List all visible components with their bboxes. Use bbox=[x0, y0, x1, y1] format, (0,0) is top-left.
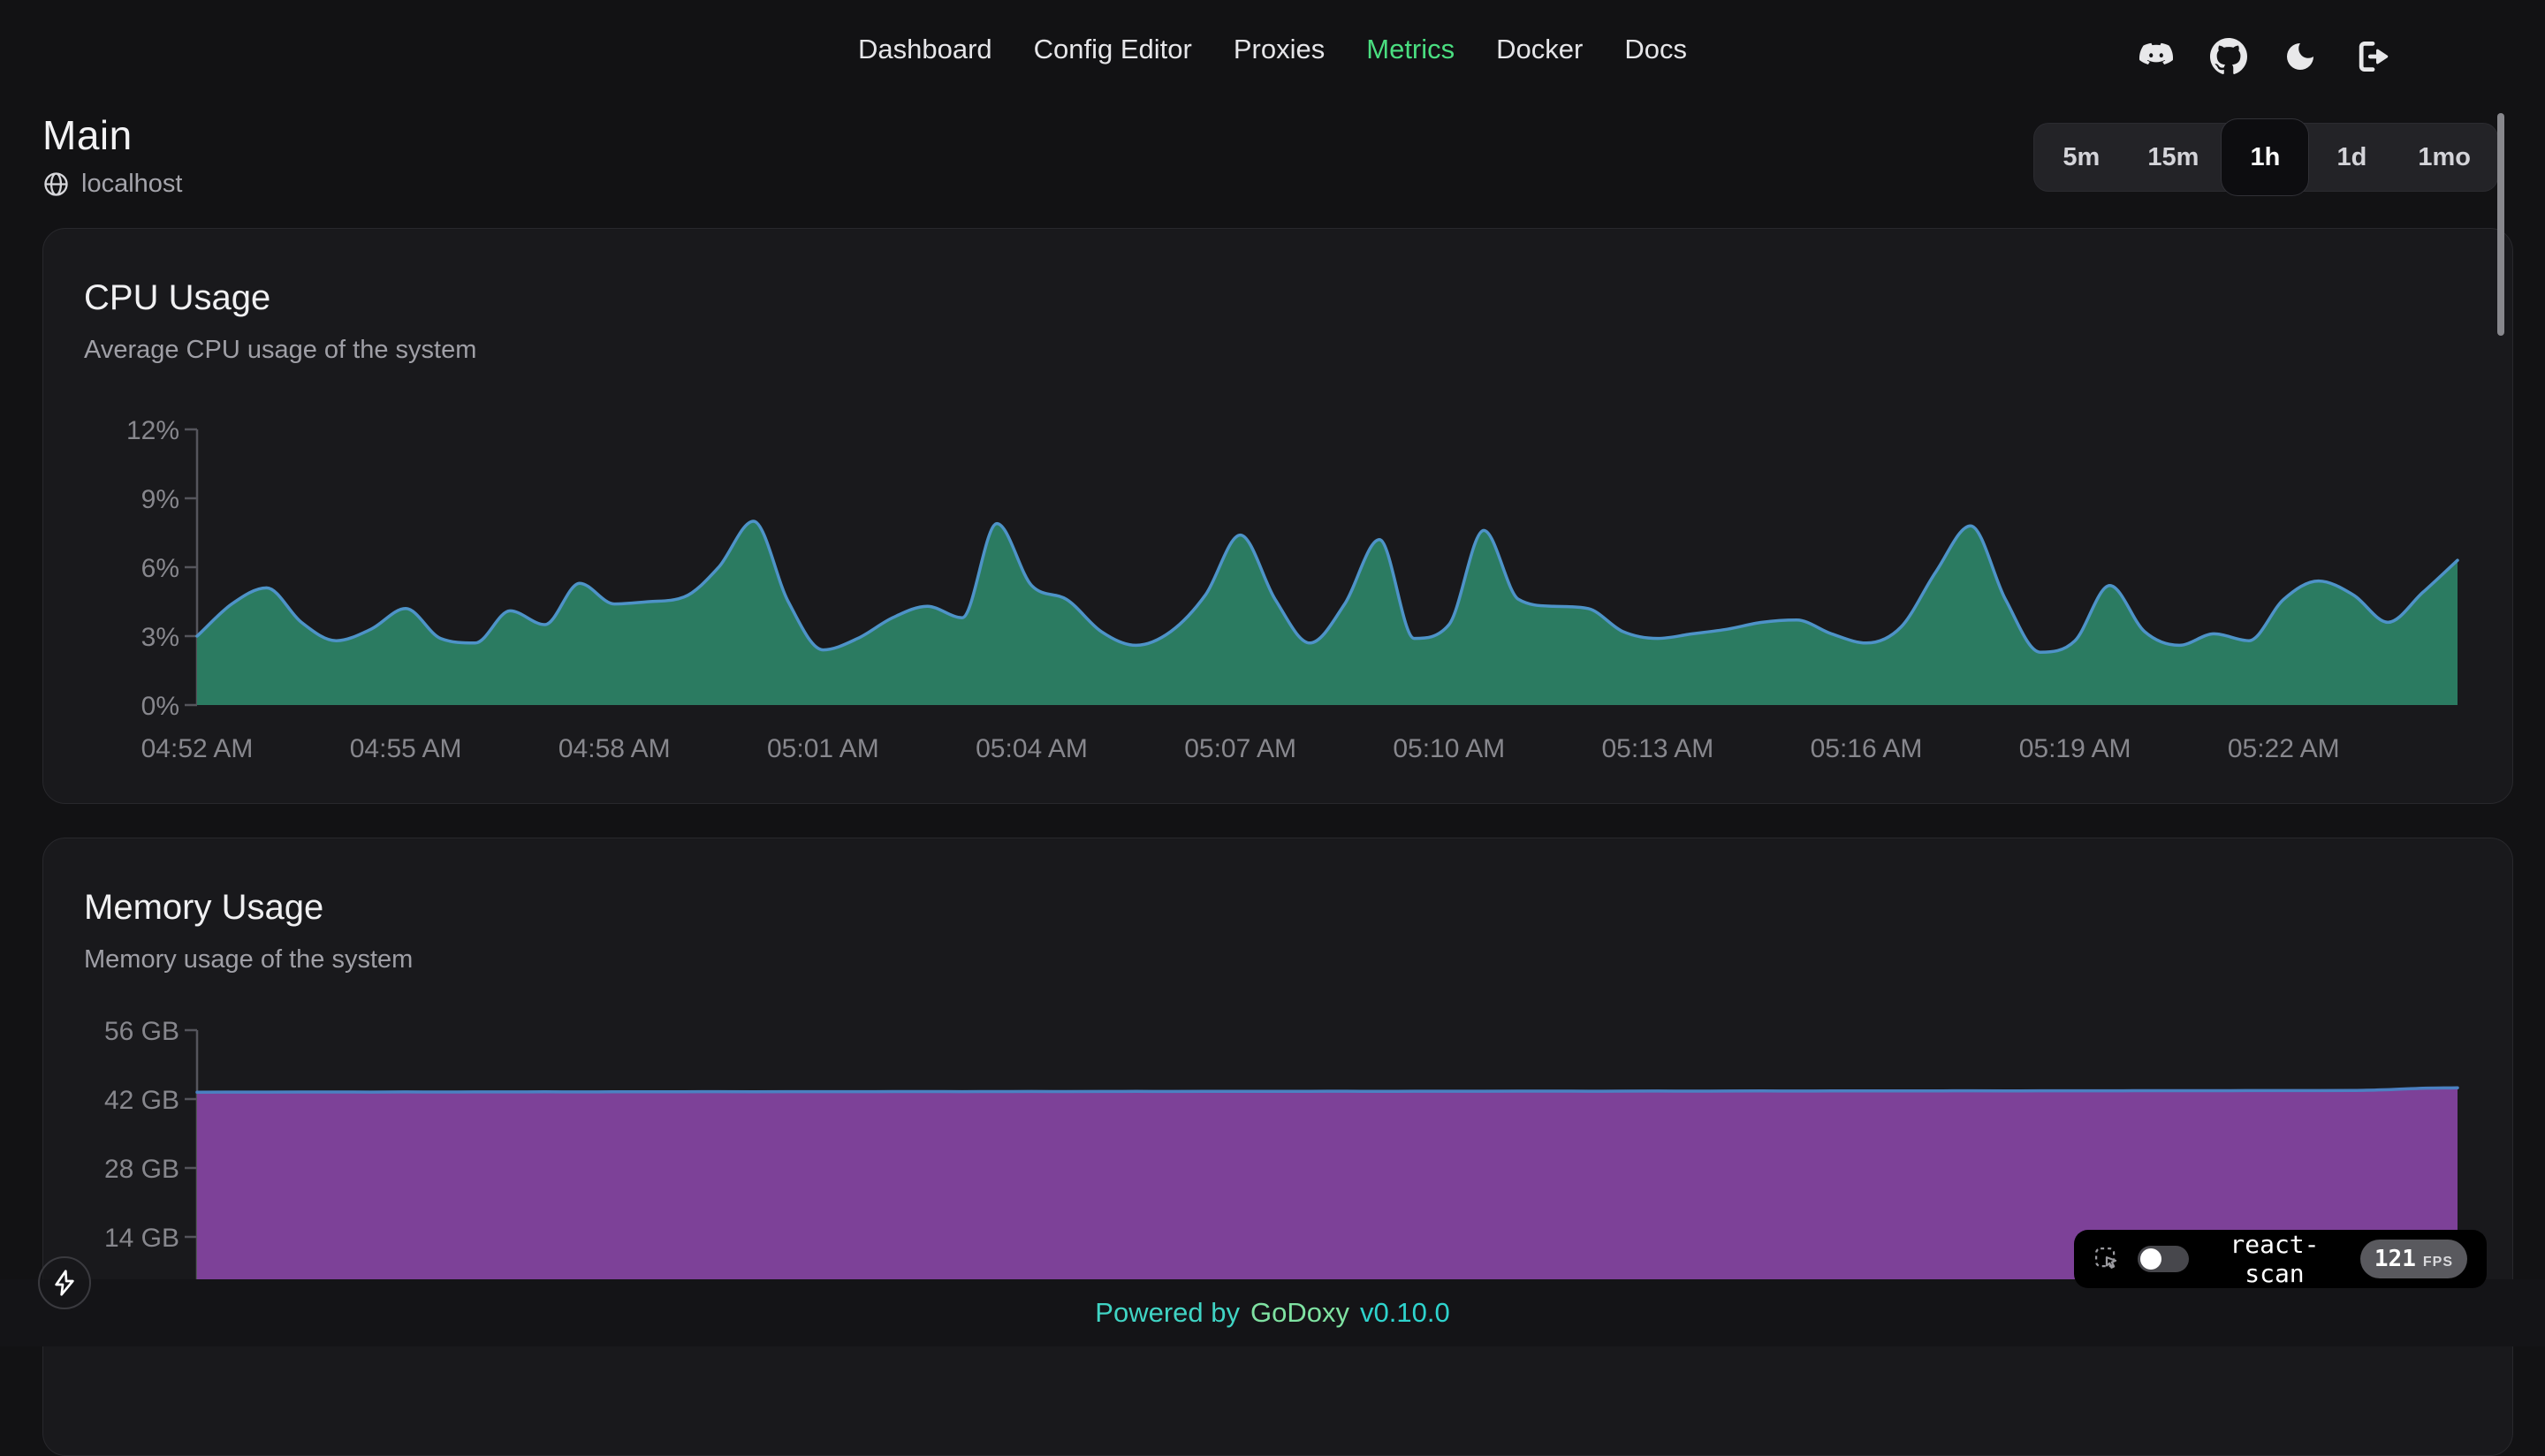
host-label: localhost bbox=[81, 170, 182, 199]
discord-button[interactable] bbox=[2138, 38, 2175, 75]
nav-item-config-editor[interactable]: Config Editor bbox=[1034, 34, 1192, 65]
inspect-cursor-icon bbox=[2093, 1246, 2120, 1272]
page-header: Main localhost bbox=[42, 111, 182, 199]
fps-badge: 121 FPS bbox=[2360, 1240, 2467, 1278]
range-1mo-button[interactable]: 1mo bbox=[2395, 126, 2494, 188]
memory-card-subtitle: Memory usage of the system bbox=[84, 945, 2512, 974]
logout-button[interactable] bbox=[2353, 37, 2392, 76]
footer-brand-link[interactable]: GoDoxy bbox=[1250, 1297, 1349, 1329]
memory-card-title: Memory Usage bbox=[84, 888, 2512, 928]
footer: Powered by GoDoxy v0.10.0 bbox=[0, 1279, 2545, 1346]
toggle-knob bbox=[2140, 1248, 2161, 1270]
header-icon-group bbox=[2138, 37, 2392, 76]
logout-icon bbox=[2353, 37, 2392, 76]
cpu-ytick-label: 9% bbox=[141, 485, 179, 514]
nav-item-proxies[interactable]: Proxies bbox=[1234, 34, 1325, 65]
cpu-ytick-label: 0% bbox=[141, 692, 179, 721]
quick-actions-button[interactable] bbox=[38, 1256, 91, 1309]
cpu-xtick-label: 05:10 AM bbox=[1393, 734, 1505, 763]
moon-icon bbox=[2283, 39, 2318, 74]
globe-icon bbox=[42, 171, 70, 198]
cpu-xtick-label: 05:01 AM bbox=[767, 734, 879, 763]
cpu-ytick-label: 6% bbox=[141, 554, 179, 583]
memory-ytick-label: 56 GB bbox=[104, 1017, 179, 1046]
cpu-xtick-label: 04:52 AM bbox=[141, 734, 254, 763]
cpu-usage-chart[interactable]: 0% 3% 6% 9% 12% 04:52 AM 04:55 AM 04:58 AM 05:01… bbox=[43, 416, 2514, 796]
main-nav: Dashboard Config Editor Proxies Metrics Dock… bbox=[858, 34, 1687, 65]
time-range-selector: 5m15m1h1d1mo bbox=[2034, 124, 2497, 191]
cpu-ytick-label: 12% bbox=[126, 416, 179, 445]
cpu-ytick-label: 3% bbox=[141, 623, 179, 652]
github-button[interactable] bbox=[2210, 38, 2247, 75]
cpu-xtick-label: 05:13 AM bbox=[1601, 734, 1713, 763]
cpu-usage-card: CPU Usage Average CPU usage of the syste… bbox=[42, 228, 2513, 804]
github-icon bbox=[2210, 38, 2247, 75]
fps-unit: FPS bbox=[2423, 1255, 2453, 1270]
memory-ytick-label: 14 GB bbox=[104, 1224, 179, 1253]
nav-item-metrics[interactable]: Metrics bbox=[1366, 34, 1455, 65]
nav-item-docs[interactable]: Docs bbox=[1624, 34, 1687, 65]
page-title: Main bbox=[42, 111, 182, 159]
lightning-bolt-icon bbox=[50, 1269, 79, 1297]
scrollbar-thumb[interactable] bbox=[2497, 113, 2504, 336]
cpu-xtick-label: 05:19 AM bbox=[2019, 734, 2131, 763]
discord-icon bbox=[2138, 38, 2175, 75]
range-1d-button[interactable]: 1d bbox=[2308, 126, 2395, 188]
react-scan-label: react-scan bbox=[2207, 1230, 2343, 1288]
range-15m-button[interactable]: 15m bbox=[2124, 126, 2222, 188]
memory-usage-card: Memory Usage Memory usage of the system … bbox=[42, 838, 2513, 1456]
cpu-xtick-label: 05:04 AM bbox=[976, 734, 1088, 763]
host-row: localhost bbox=[42, 170, 182, 199]
theme-toggle-button[interactable] bbox=[2283, 39, 2318, 74]
fps-value: 121 bbox=[2374, 1246, 2416, 1272]
memory-ytick-label: 28 GB bbox=[104, 1155, 179, 1184]
cpu-xtick-label: 05:16 AM bbox=[1811, 734, 1923, 763]
cpu-xtick-label: 05:07 AM bbox=[1184, 734, 1296, 763]
react-scan-widget: react-scan 121 FPS bbox=[2074, 1230, 2487, 1288]
range-1h-button[interactable]: 1h bbox=[2222, 119, 2308, 195]
cpu-xtick-label: 04:58 AM bbox=[558, 734, 671, 763]
nav-item-docker[interactable]: Docker bbox=[1496, 34, 1583, 65]
footer-powered-by: Powered by bbox=[1095, 1297, 1240, 1329]
memory-ytick-label: 42 GB bbox=[104, 1086, 179, 1115]
footer-version: v0.10.0 bbox=[1360, 1297, 1450, 1329]
cpu-card-subtitle: Average CPU usage of the system bbox=[84, 336, 2512, 365]
cpu-xtick-label: 05:22 AM bbox=[2228, 734, 2340, 763]
cpu-card-title: CPU Usage bbox=[84, 278, 2512, 318]
range-5m-button[interactable]: 5m bbox=[2038, 126, 2124, 188]
inspect-button[interactable] bbox=[2093, 1246, 2120, 1272]
cpu-xtick-label: 04:55 AM bbox=[350, 734, 462, 763]
scan-toggle[interactable] bbox=[2138, 1246, 2189, 1272]
nav-item-dashboard[interactable]: Dashboard bbox=[858, 34, 992, 65]
